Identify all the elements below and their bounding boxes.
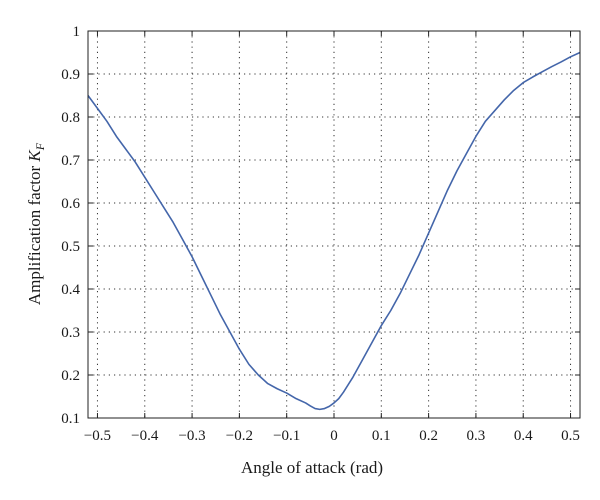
y-axis-label-text: Amplification factor — [25, 166, 44, 306]
x-tick-labels: −0.5 −0.4 −0.3 −0.2 −0.1 0 0.1 0.2 0.3 0.4 0.5 — [84, 428, 580, 444]
y-tick-label: 0.9 — [61, 67, 80, 83]
x-tick-label: −0.2 — [226, 428, 253, 444]
series-line — [87, 51, 581, 411]
x-tick-label: −0.3 — [178, 428, 205, 444]
y-axis-label-symbol: K — [25, 149, 44, 163]
grid-lines — [88, 30, 580, 419]
y-axis-label: Amplification factor KF — [25, 142, 47, 305]
y-tick-label: 0.5 — [61, 239, 80, 255]
y-tick-label: 0.2 — [61, 368, 80, 384]
x-tick-label: 0.5 — [561, 428, 580, 444]
y-tick-label: 0.1 — [61, 411, 80, 427]
x-tick-label: 0 — [330, 428, 338, 444]
data-series — [87, 51, 581, 411]
y-tick-labels: 0.1 0.2 0.3 0.4 0.5 0.6 0.7 0.8 0.9 1 — [61, 24, 80, 427]
y-axis-label-subscript: F — [33, 142, 47, 151]
x-tick-label: −0.1 — [273, 428, 300, 444]
y-tick-label: 0.8 — [61, 110, 80, 126]
y-tick-label: 0.7 — [61, 153, 80, 169]
tick-marks — [88, 30, 580, 419]
x-tick-label: 0.1 — [372, 428, 391, 444]
y-tick-label: 0.6 — [61, 196, 80, 212]
x-tick-label: 0.2 — [419, 428, 438, 444]
y-tick-label: 0.4 — [61, 282, 80, 298]
x-tick-label: −0.5 — [84, 428, 111, 444]
x-tick-label: 0.3 — [467, 428, 486, 444]
y-tick-label: 1 — [73, 24, 81, 40]
x-tick-label: −0.4 — [131, 428, 159, 444]
x-tick-label: 0.4 — [514, 428, 533, 444]
y-tick-label: 0.3 — [61, 325, 80, 341]
x-axis-label: Angle of attack (rad) — [241, 458, 383, 477]
